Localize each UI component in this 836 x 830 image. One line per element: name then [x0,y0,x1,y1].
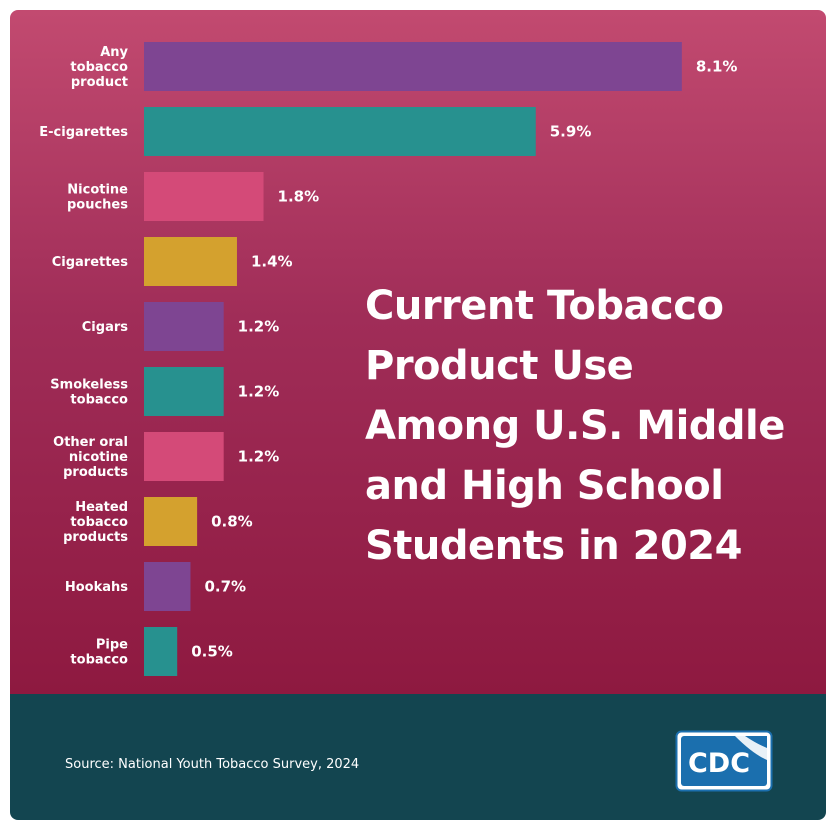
category-label-4: Cigarettes [52,255,129,270]
category-label-3: Nicotine pouches [67,183,128,213]
value-label-1: 8.1% [696,58,738,76]
bar-10 [144,627,178,676]
bar-3 [144,172,264,221]
value-label-9: 0.7% [204,578,246,596]
category-label-9: Hookahs [65,580,128,595]
category-label-7: Other oral nicotine products [53,435,128,480]
value-label-6: 1.2% [238,383,280,401]
value-label-3: 1.8% [278,188,320,206]
category-label-2: E-cigarettes [39,125,128,140]
value-label-4: 1.4% [251,253,293,271]
value-label-8: 0.8% [211,513,253,531]
value-label-10: 0.5% [191,643,233,661]
cdc-logo: CDC [675,730,773,792]
category-label-1: Any tobacco product [70,45,128,90]
bar-2 [144,107,536,156]
value-label-2: 5.9% [550,123,592,141]
bar-4 [144,237,237,286]
bar-6 [144,367,224,416]
bar-5 [144,302,224,351]
infographic-card: 8.1% Any tobacco product 5.9% E-cigarettes 1.8… [10,10,826,820]
bar-chart: 8.1% Any tobacco product 5.9% E-cigarettes 1.8… [39,42,738,676]
bar-9 [144,562,191,611]
bar-1 [144,42,682,91]
value-label-7: 1.2% [238,448,280,466]
category-label-6: Smokeless tobacco [50,378,128,408]
bar-7 [144,432,224,481]
chart-title: Current Tobacco Product Use Among U.S. M… [365,283,785,569]
bar-8 [144,497,198,546]
category-label-10: Pipe tobacco [70,638,128,668]
source-note: Source: National Youth Tobacco Survey, 2… [65,757,360,772]
chart-panel: 8.1% Any tobacco product 5.9% E-cigarettes 1.8… [10,10,826,694]
value-label-5: 1.2% [238,318,280,336]
category-label-8: Heated tobacco products [63,500,128,545]
cdc-logo-text: CDC [688,748,750,779]
footer: Source: National Youth Tobacco Survey, 2… [10,694,826,820]
category-label-5: Cigars [82,320,128,335]
